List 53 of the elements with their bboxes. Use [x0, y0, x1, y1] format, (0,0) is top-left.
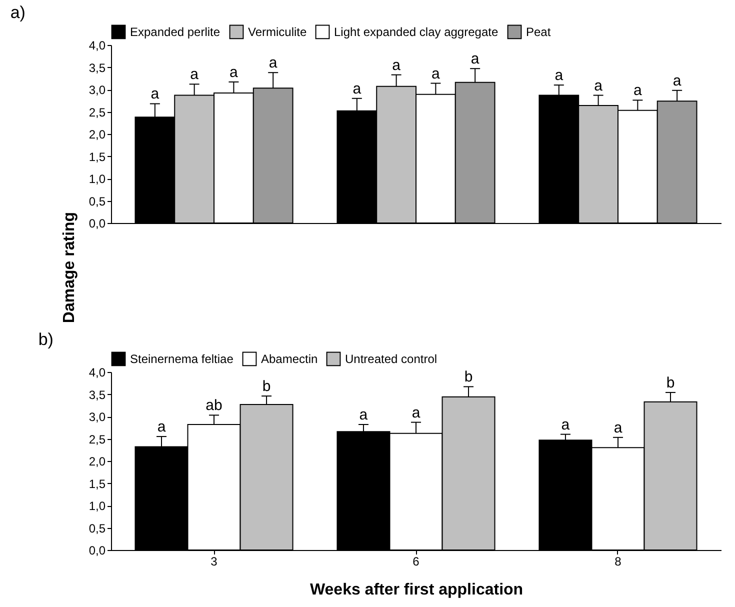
y-tick-label: 1,5	[88, 476, 106, 491]
data-label: ab	[206, 397, 222, 414]
x-tick-label: 8	[614, 554, 622, 568]
data-label: a	[634, 82, 643, 100]
y-tick-label: 0,5	[88, 521, 106, 536]
data-label: a	[359, 406, 368, 424]
y-tick-label: 0,0	[88, 544, 106, 558]
data-label: a	[672, 72, 682, 90]
data-label: b	[464, 368, 473, 386]
y-tick-label: 1,0	[88, 499, 106, 513]
data-label: a	[594, 77, 604, 94]
y-tick-label: 1,0	[88, 172, 106, 186]
x-tick-label: 3	[210, 554, 218, 568]
x-tick-label: 6	[412, 554, 420, 568]
y-tick-label: 2,0	[88, 454, 106, 468]
data-label: a	[268, 54, 278, 72]
data-label: a	[614, 419, 623, 436]
data-label: a	[150, 86, 160, 103]
y-tick-label: 0,0	[88, 216, 106, 230]
y-tick-label: 2,5	[88, 432, 106, 446]
data-label: a	[352, 80, 362, 98]
legend-label: Steinernema feltiae	[130, 352, 234, 366]
y-tick-label: 3,5	[88, 388, 106, 402]
legend-label: Peat	[526, 24, 552, 39]
y-tick-label: 2,0	[88, 128, 106, 142]
data-label: a	[230, 64, 239, 81]
y-tick-label: 2,5	[88, 105, 106, 120]
legend-label: Expanded perlite	[130, 24, 220, 39]
data-label: a	[554, 67, 564, 84]
legend-label: Vermiculite	[248, 24, 308, 39]
y-tick-label: 1,5	[88, 150, 106, 164]
y-tick-label: 4,0	[88, 366, 106, 380]
y-tick-label: 4,0	[88, 38, 106, 52]
y-tick-label: 0,5	[88, 194, 106, 208]
chart-title: b)	[38, 330, 54, 349]
legend-label: Untreated control	[345, 352, 438, 366]
y-tick-label: 3,5	[88, 60, 106, 75]
x-axis-title: Weeks after first application	[310, 582, 524, 598]
data-label: a	[470, 50, 480, 68]
chart-title: a)	[10, 3, 26, 22]
data-label: a	[432, 65, 441, 82]
data-label: b	[262, 378, 271, 396]
data-label: a	[157, 418, 166, 436]
legend-label: Light expanded clay aggregate	[334, 24, 498, 39]
legend-label: Abamectin	[261, 352, 318, 366]
y-axis-title: Damage rating	[60, 212, 78, 324]
data-label: a	[412, 404, 421, 422]
data-label: a	[392, 56, 402, 74]
data-label: a	[561, 416, 570, 434]
y-tick-label: 3,0	[88, 83, 106, 97]
data-label: a	[190, 66, 200, 84]
data-label: b	[666, 374, 675, 392]
y-tick-label: 3,0	[88, 410, 106, 424]
